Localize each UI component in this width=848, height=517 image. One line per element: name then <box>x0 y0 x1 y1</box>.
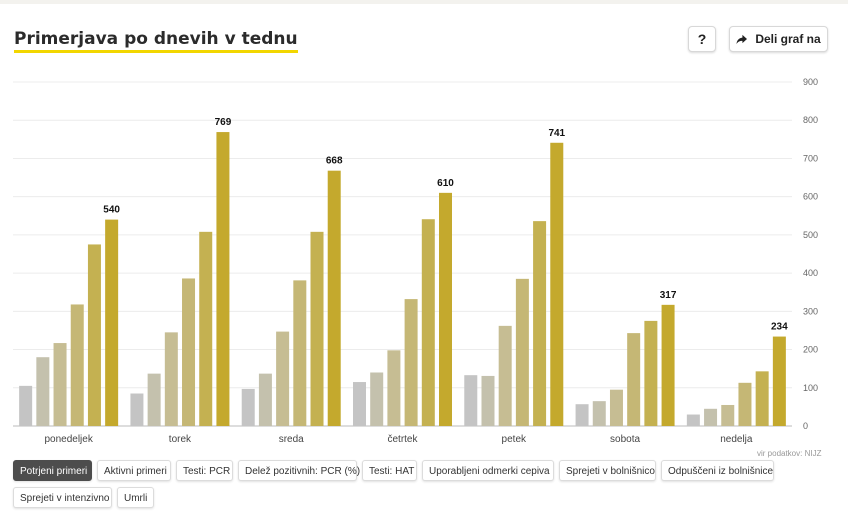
bar <box>199 231 213 426</box>
help-button[interactable]: ? <box>688 26 716 52</box>
data-label: 741 <box>548 128 565 139</box>
bar <box>481 375 495 426</box>
x-tick-label: ponedeljek <box>44 434 93 445</box>
y-tick-label: 200 <box>803 345 818 355</box>
x-tick-label: sobota <box>610 434 640 445</box>
data-label: 317 <box>660 290 677 301</box>
share-icon <box>736 34 748 44</box>
bar <box>327 170 341 426</box>
bar <box>772 336 786 426</box>
y-tick-label: 300 <box>803 306 818 316</box>
bar <box>550 142 564 427</box>
tab-delez-pozitivnih-pcr[interactable]: Delež pozitivnih: PCR (%) <box>238 460 360 481</box>
y-tick-label: 700 <box>803 153 818 163</box>
bar <box>164 332 178 426</box>
bar <box>19 385 33 426</box>
bar <box>387 350 401 426</box>
tab-testi-hat[interactable]: Testi: HAT <box>362 460 417 481</box>
top-border <box>0 0 848 4</box>
bar <box>644 320 658 426</box>
bar <box>258 373 272 426</box>
data-label: 610 <box>437 178 454 189</box>
bar <box>241 388 255 426</box>
bar <box>439 192 452 426</box>
bar <box>533 221 547 426</box>
y-tick-label: 0 <box>803 421 808 431</box>
bar <box>498 325 512 426</box>
data-label: 668 <box>326 156 343 167</box>
tab-testi-pcr[interactable]: Testi: PCR <box>176 460 233 481</box>
x-tick-label: nedelja <box>720 434 753 445</box>
bar <box>87 244 101 426</box>
y-tick-label: 500 <box>803 230 818 240</box>
bar <box>592 401 606 426</box>
bar <box>130 393 144 426</box>
bar <box>53 343 67 426</box>
bar <box>404 299 418 426</box>
y-tick-label: 100 <box>803 383 818 393</box>
chart-title: Primerjava po dnevih v tednu <box>14 29 298 53</box>
bar <box>515 278 529 426</box>
bar <box>105 219 119 426</box>
bar <box>293 280 307 426</box>
bar <box>627 333 641 426</box>
x-tick-label: torek <box>169 434 192 445</box>
bar-chart: 0 100 200 300 400 500 600 700 800 900 540 ponedelje… <box>13 77 818 445</box>
bar <box>276 331 290 426</box>
x-tick-label: petek <box>502 434 527 445</box>
bar <box>421 219 435 426</box>
bar <box>36 357 50 426</box>
bar <box>464 375 478 426</box>
bar <box>70 304 84 426</box>
y-tick-label: 400 <box>803 268 818 278</box>
y-tick-label: 900 <box>803 77 818 87</box>
data-source: vir podatkov: NIJZ <box>757 449 822 458</box>
tab-odpusceni-iz-bolnisnice[interactable]: Odpuščeni iz bolnišnice <box>661 460 774 481</box>
tab-aktivni-primeri[interactable]: Aktivni primeri <box>97 460 171 481</box>
tab-uporabljeni-odmerki-cepiva[interactable]: Uporabljeni odmerki cepiva <box>422 460 554 481</box>
bar <box>216 132 230 426</box>
y-tick-label: 800 <box>803 115 818 125</box>
tab-potrjeni-primeri[interactable]: Potrjeni primeri <box>13 460 92 481</box>
bar <box>609 389 623 426</box>
bar <box>182 278 196 426</box>
bar <box>661 304 675 426</box>
data-label: 234 <box>771 322 788 333</box>
bar <box>686 414 700 426</box>
data-label: 769 <box>215 117 232 128</box>
bar <box>575 404 589 426</box>
tab-umrli[interactable]: Umrli <box>117 487 154 508</box>
tab-sprejeti-v-intenzivno[interactable]: Sprejeti v intenzivno <box>13 487 112 508</box>
bar <box>370 372 384 426</box>
bar <box>353 382 366 426</box>
y-tick-label: 600 <box>803 192 818 202</box>
bar <box>738 382 752 426</box>
bar <box>755 371 769 426</box>
share-button-label: Deli graf na <box>755 32 821 46</box>
x-tick-label: četrtek <box>387 434 418 445</box>
bar <box>704 408 718 426</box>
bar <box>721 404 735 426</box>
tab-sprejeti-v-bolnisnico[interactable]: Sprejeti v bolnišnico <box>559 460 656 481</box>
share-button[interactable]: Deli graf na <box>729 26 828 52</box>
x-tick-label: sreda <box>279 434 304 445</box>
bar <box>310 231 324 426</box>
data-label: 540 <box>103 205 120 216</box>
bar <box>147 373 161 426</box>
